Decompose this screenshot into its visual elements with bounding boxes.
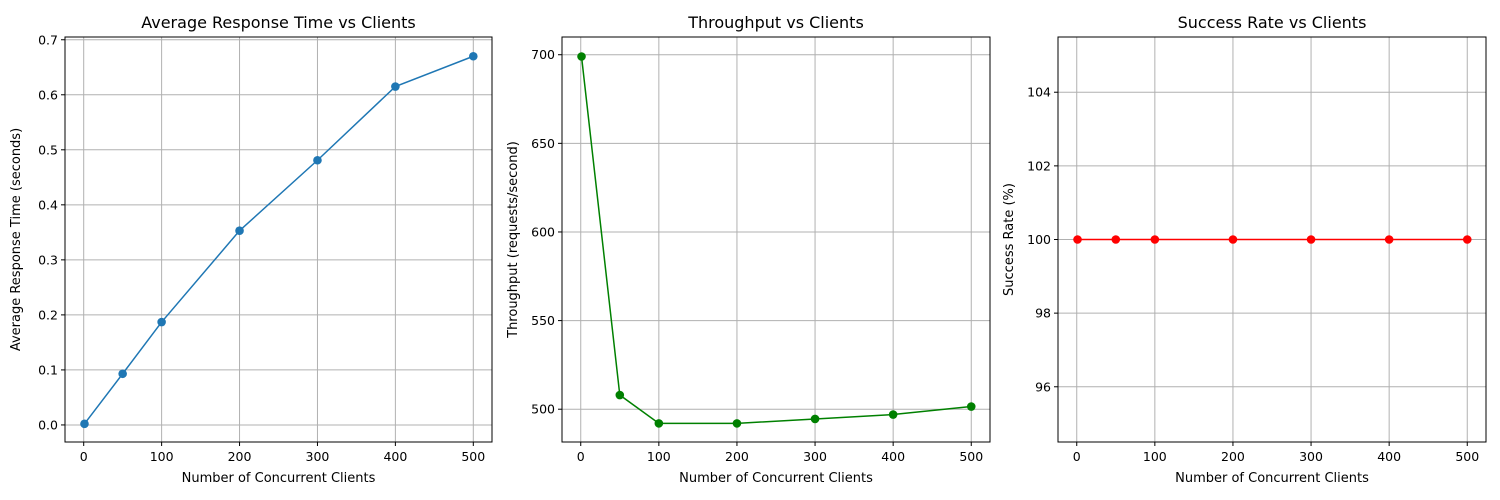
success-rate-xtick-label: 100 xyxy=(1143,449,1167,464)
response-time-ytick-label: 0.6 xyxy=(38,87,58,102)
response-time-xtick-label: 200 xyxy=(228,449,252,464)
success-rate-y-axis-label: Success Rate (%) xyxy=(1002,183,1017,296)
throughput-ytick-label: 700 xyxy=(531,47,555,62)
throughput-xtick-label: 0 xyxy=(577,449,585,464)
response-time-data-point xyxy=(391,82,400,91)
success-rate-xtick-label: 0 xyxy=(1073,449,1081,464)
throughput-data-point xyxy=(615,390,625,400)
response-time-data-point xyxy=(118,369,127,379)
response-time-chart-title: Average Response Time vs Clients xyxy=(141,13,416,32)
throughput-ytick-label: 600 xyxy=(531,224,555,239)
response-time-ytick-label: 0.1 xyxy=(38,362,58,377)
throughput-series-line xyxy=(580,56,972,425)
throughput-xtick-label: 400 xyxy=(881,449,905,464)
throughput-chart: 0 100 200 300 400 500 500 550 600 650 700 Throughpu… xyxy=(506,13,991,486)
success-rate-chart: 0 100 200 300 400 500 96 98 100 102 104 Success Rat… xyxy=(1002,13,1487,486)
success-rate-data-point xyxy=(1384,235,1394,244)
success-rate-ytick-label: 102 xyxy=(1027,158,1051,173)
throughput-ytick-label: 500 xyxy=(531,402,555,417)
throughput-axes-frame xyxy=(561,36,991,443)
success-rate-x-axis-label: Number of Concurrent Clients xyxy=(1175,471,1369,486)
success-rate-chart-title: Success Rate vs Clients xyxy=(1178,13,1367,32)
success-rate-xtick-label: 200 xyxy=(1221,449,1245,464)
success-rate-xtick-label: 500 xyxy=(1455,449,1479,464)
success-rate-data-point xyxy=(1306,235,1316,244)
throughput-data-point xyxy=(577,52,586,61)
success-rate-data-point xyxy=(1073,235,1082,244)
success-rate-xtick-label: 300 xyxy=(1299,449,1323,464)
response-time-xtick-label: 500 xyxy=(461,449,485,464)
success-rate-data-point xyxy=(1150,235,1160,244)
response-time-chart: 0 100 200 300 400 500 0.0 0.1 0.2 0.3 0.4 0.5 0.6 0.7… xyxy=(9,13,493,486)
success-rate-data-point xyxy=(1228,235,1238,244)
throughput-chart-title: Throughput vs Clients xyxy=(687,13,864,32)
throughput-xtick-label: 100 xyxy=(647,449,671,464)
success-rate-ytick-label: 98 xyxy=(1035,306,1051,321)
throughput-y-axis-label: Throughput (requests/second) xyxy=(506,141,521,339)
throughput-data-point xyxy=(966,402,976,411)
throughput-ytick-label: 550 xyxy=(531,313,555,328)
response-time-data-point xyxy=(235,226,244,235)
response-time-x-axis-label: Number of Concurrent Clients xyxy=(182,471,376,486)
response-time-data-point xyxy=(313,155,322,165)
response-time-ytick-label: 0.5 xyxy=(38,142,58,157)
throughput-xtick-label: 500 xyxy=(959,449,983,464)
throughput-data-point xyxy=(810,414,820,424)
success-rate-xtick-label: 400 xyxy=(1377,449,1401,464)
response-time-xtick-label: 300 xyxy=(306,449,330,464)
response-time-xtick-label: 0 xyxy=(80,449,88,464)
throughput-xtick-label: 200 xyxy=(725,449,749,464)
throughput-data-point xyxy=(654,419,664,428)
throughput-ytick-label: 650 xyxy=(531,136,555,151)
response-time-xtick-label: 400 xyxy=(383,449,407,464)
response-time-ytick-label: 0.2 xyxy=(38,307,58,322)
response-time-ytick-label: 0.7 xyxy=(38,32,58,47)
response-time-series-line xyxy=(83,55,474,425)
throughput-x-axis-label: Number of Concurrent Clients xyxy=(679,471,873,486)
response-time-axes-frame xyxy=(64,36,493,443)
response-time-data-point xyxy=(468,51,478,61)
success-rate-data-point xyxy=(1111,235,1121,244)
success-rate-ytick-label: 96 xyxy=(1035,379,1051,394)
success-rate-data-point xyxy=(1462,235,1472,244)
response-time-data-point xyxy=(157,317,166,327)
throughput-data-point xyxy=(888,410,898,419)
success-rate-ytick-label: 104 xyxy=(1027,85,1051,100)
response-time-y-axis-label: Average Response Time (seconds) xyxy=(9,128,24,351)
response-time-ytick-label: 0.4 xyxy=(38,197,58,212)
response-time-data-point xyxy=(80,419,89,429)
throughput-data-point xyxy=(732,419,742,428)
throughput-xtick-label: 300 xyxy=(803,449,827,464)
response-time-xtick-label: 100 xyxy=(150,449,174,464)
response-time-ytick-label: 0.0 xyxy=(38,417,58,432)
success-rate-ytick-label: 100 xyxy=(1027,232,1051,247)
response-time-ytick-label: 0.3 xyxy=(38,252,58,267)
